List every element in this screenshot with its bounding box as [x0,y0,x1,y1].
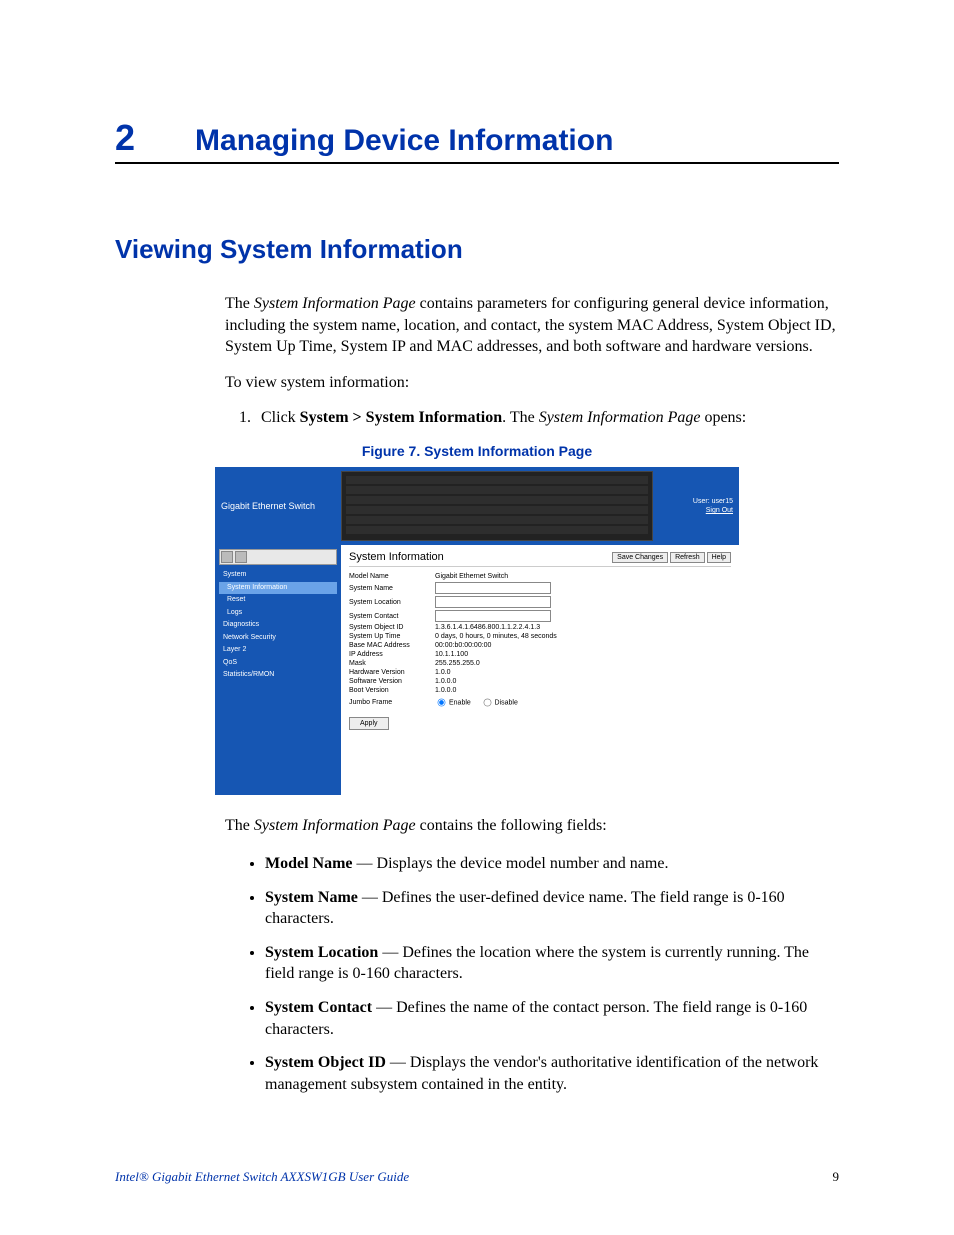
term: System Name [265,889,358,906]
nav-qos[interactable]: QoS [219,657,337,670]
emphasis: System Information Page [254,295,416,312]
value-ip: 10.1.1.100 [435,651,468,658]
label-system-location: System Location [349,599,435,606]
intro-paragraph: The System Information Page contains par… [225,293,839,358]
text: The [225,817,254,834]
figure-system-information: Gigabit Ethernet Switch User: user15 Sig… [215,467,739,795]
label-mac: Base MAC Address [349,642,435,649]
value-mac: 00:00:b0:00:00:00 [435,642,491,649]
steps-list: Click System > System Information. The S… [255,409,839,427]
input-system-contact[interactable] [435,610,551,622]
after-figure-paragraph: The System Information Page contains the… [225,815,839,837]
figure-caption: Figure 7. System Information Page [115,443,839,459]
footer-title: Intel® Gigabit Ethernet Switch AXXSW1GB … [115,1169,409,1185]
label-object-id: System Object ID [349,624,435,631]
nav-layer2[interactable]: Layer 2 [219,644,337,657]
value-jumbo: Enable Disable [435,696,518,709]
value-sw: 1.0.0.0 [435,678,456,685]
chapter-header: 2 Managing Device Information [115,120,839,164]
radio-jumbo-disable[interactable] [483,699,491,707]
value-uptime: 0 days, 0 hours, 0 minutes, 48 seconds [435,633,557,640]
panel-header: System Information Save Changes Refresh … [349,551,731,567]
label-hw: Hardware Version [349,669,435,676]
user-label: User: user15 [653,497,733,506]
screenshot-banner: Gigabit Ethernet Switch User: user15 Sig… [215,467,739,545]
list-item: System Name — Defines the user-defined d… [265,887,839,930]
value-object-id: 1.3.6.1.4.1.6486.800.1.1.2.2.4.1.3 [435,624,540,631]
user-block: User: user15 Sign Out [653,497,733,515]
nav-statistics[interactable]: Statistics/RMON [219,669,337,682]
term: Model Name [265,855,353,872]
label-mask: Mask [349,660,435,667]
device-label: Gigabit Ethernet Switch [221,501,341,511]
nav-tree: System System Information Reset Logs Dia… [215,545,341,795]
label-system-contact: System Contact [349,613,435,620]
list-item: System Location — Defines the location w… [265,942,839,985]
text: opens: [700,409,746,426]
label-sw: Software Version [349,678,435,685]
page-number: 9 [833,1169,840,1185]
radio-jumbo-enable[interactable] [438,699,446,707]
label-system-name: System Name [349,585,435,592]
save-changes-button[interactable]: Save Changes [612,552,668,563]
emphasis: System Information Page [539,409,701,426]
text: . The [502,409,539,426]
nav-network-security[interactable]: Network Security [219,632,337,645]
list-item: System Contact — Defines the name of the… [265,997,839,1040]
nav-diagnostics[interactable]: Diagnostics [219,619,337,632]
list-item: Model Name — Displays the device model n… [265,853,839,875]
term: System Object ID [265,1054,386,1071]
desc: — Displays the device model number and n… [353,855,669,872]
value-hw: 1.0.0 [435,669,451,676]
nav-system[interactable]: System [219,569,337,582]
nav-reset[interactable]: Reset [219,594,337,607]
label-boot: Boot Version [349,687,435,694]
section-title: Viewing System Information [115,234,839,265]
label-jumbo: Jumbo Frame [349,699,435,706]
term: System Location [265,944,378,961]
text: contains the following fields: [416,817,607,834]
device-image [341,471,653,541]
nav-toolbar[interactable] [219,549,337,565]
sign-out-link[interactable]: Sign Out [653,506,733,515]
value-boot: 1.0.0.0 [435,687,456,694]
label-ip: IP Address [349,651,435,658]
screenshot-body: System System Information Reset Logs Dia… [215,545,739,795]
refresh-button[interactable]: Refresh [670,552,705,563]
emphasis: System Information Page [254,817,416,834]
step-item: Click System > System Information. The S… [255,409,839,427]
field-list: Model Name — Displays the device model n… [245,853,839,1095]
nav-system-information[interactable]: System Information [219,582,337,595]
input-system-name[interactable] [435,582,551,594]
chapter-title: Managing Device Information [195,124,613,158]
menu-path: System > System Information [300,409,502,426]
value-model-name: Gigabit Ethernet Switch [435,573,508,580]
input-system-location[interactable] [435,596,551,608]
term: System Contact [265,999,372,1016]
page-footer: Intel® Gigabit Ethernet Switch AXXSW1GB … [115,1169,839,1185]
apply-button[interactable]: Apply [349,717,389,730]
panel-title: System Information [349,551,444,563]
text: Click [261,409,300,426]
label-uptime: System Up Time [349,633,435,640]
label-model-name: Model Name [349,573,435,580]
nav-logs[interactable]: Logs [219,607,337,620]
text: The [225,295,254,312]
value-mask: 255.255.255.0 [435,660,480,667]
intro-lead: To view system information: [225,372,839,394]
radio-label-disable: Disable [495,700,518,707]
radio-label-enable: Enable [449,700,471,707]
main-panel: System Information Save Changes Refresh … [341,545,739,795]
help-button[interactable]: Help [707,552,731,563]
list-item: System Object ID — Displays the vendor's… [265,1052,839,1095]
chapter-number: 2 [115,120,135,156]
screenshot: Gigabit Ethernet Switch User: user15 Sig… [215,467,739,795]
